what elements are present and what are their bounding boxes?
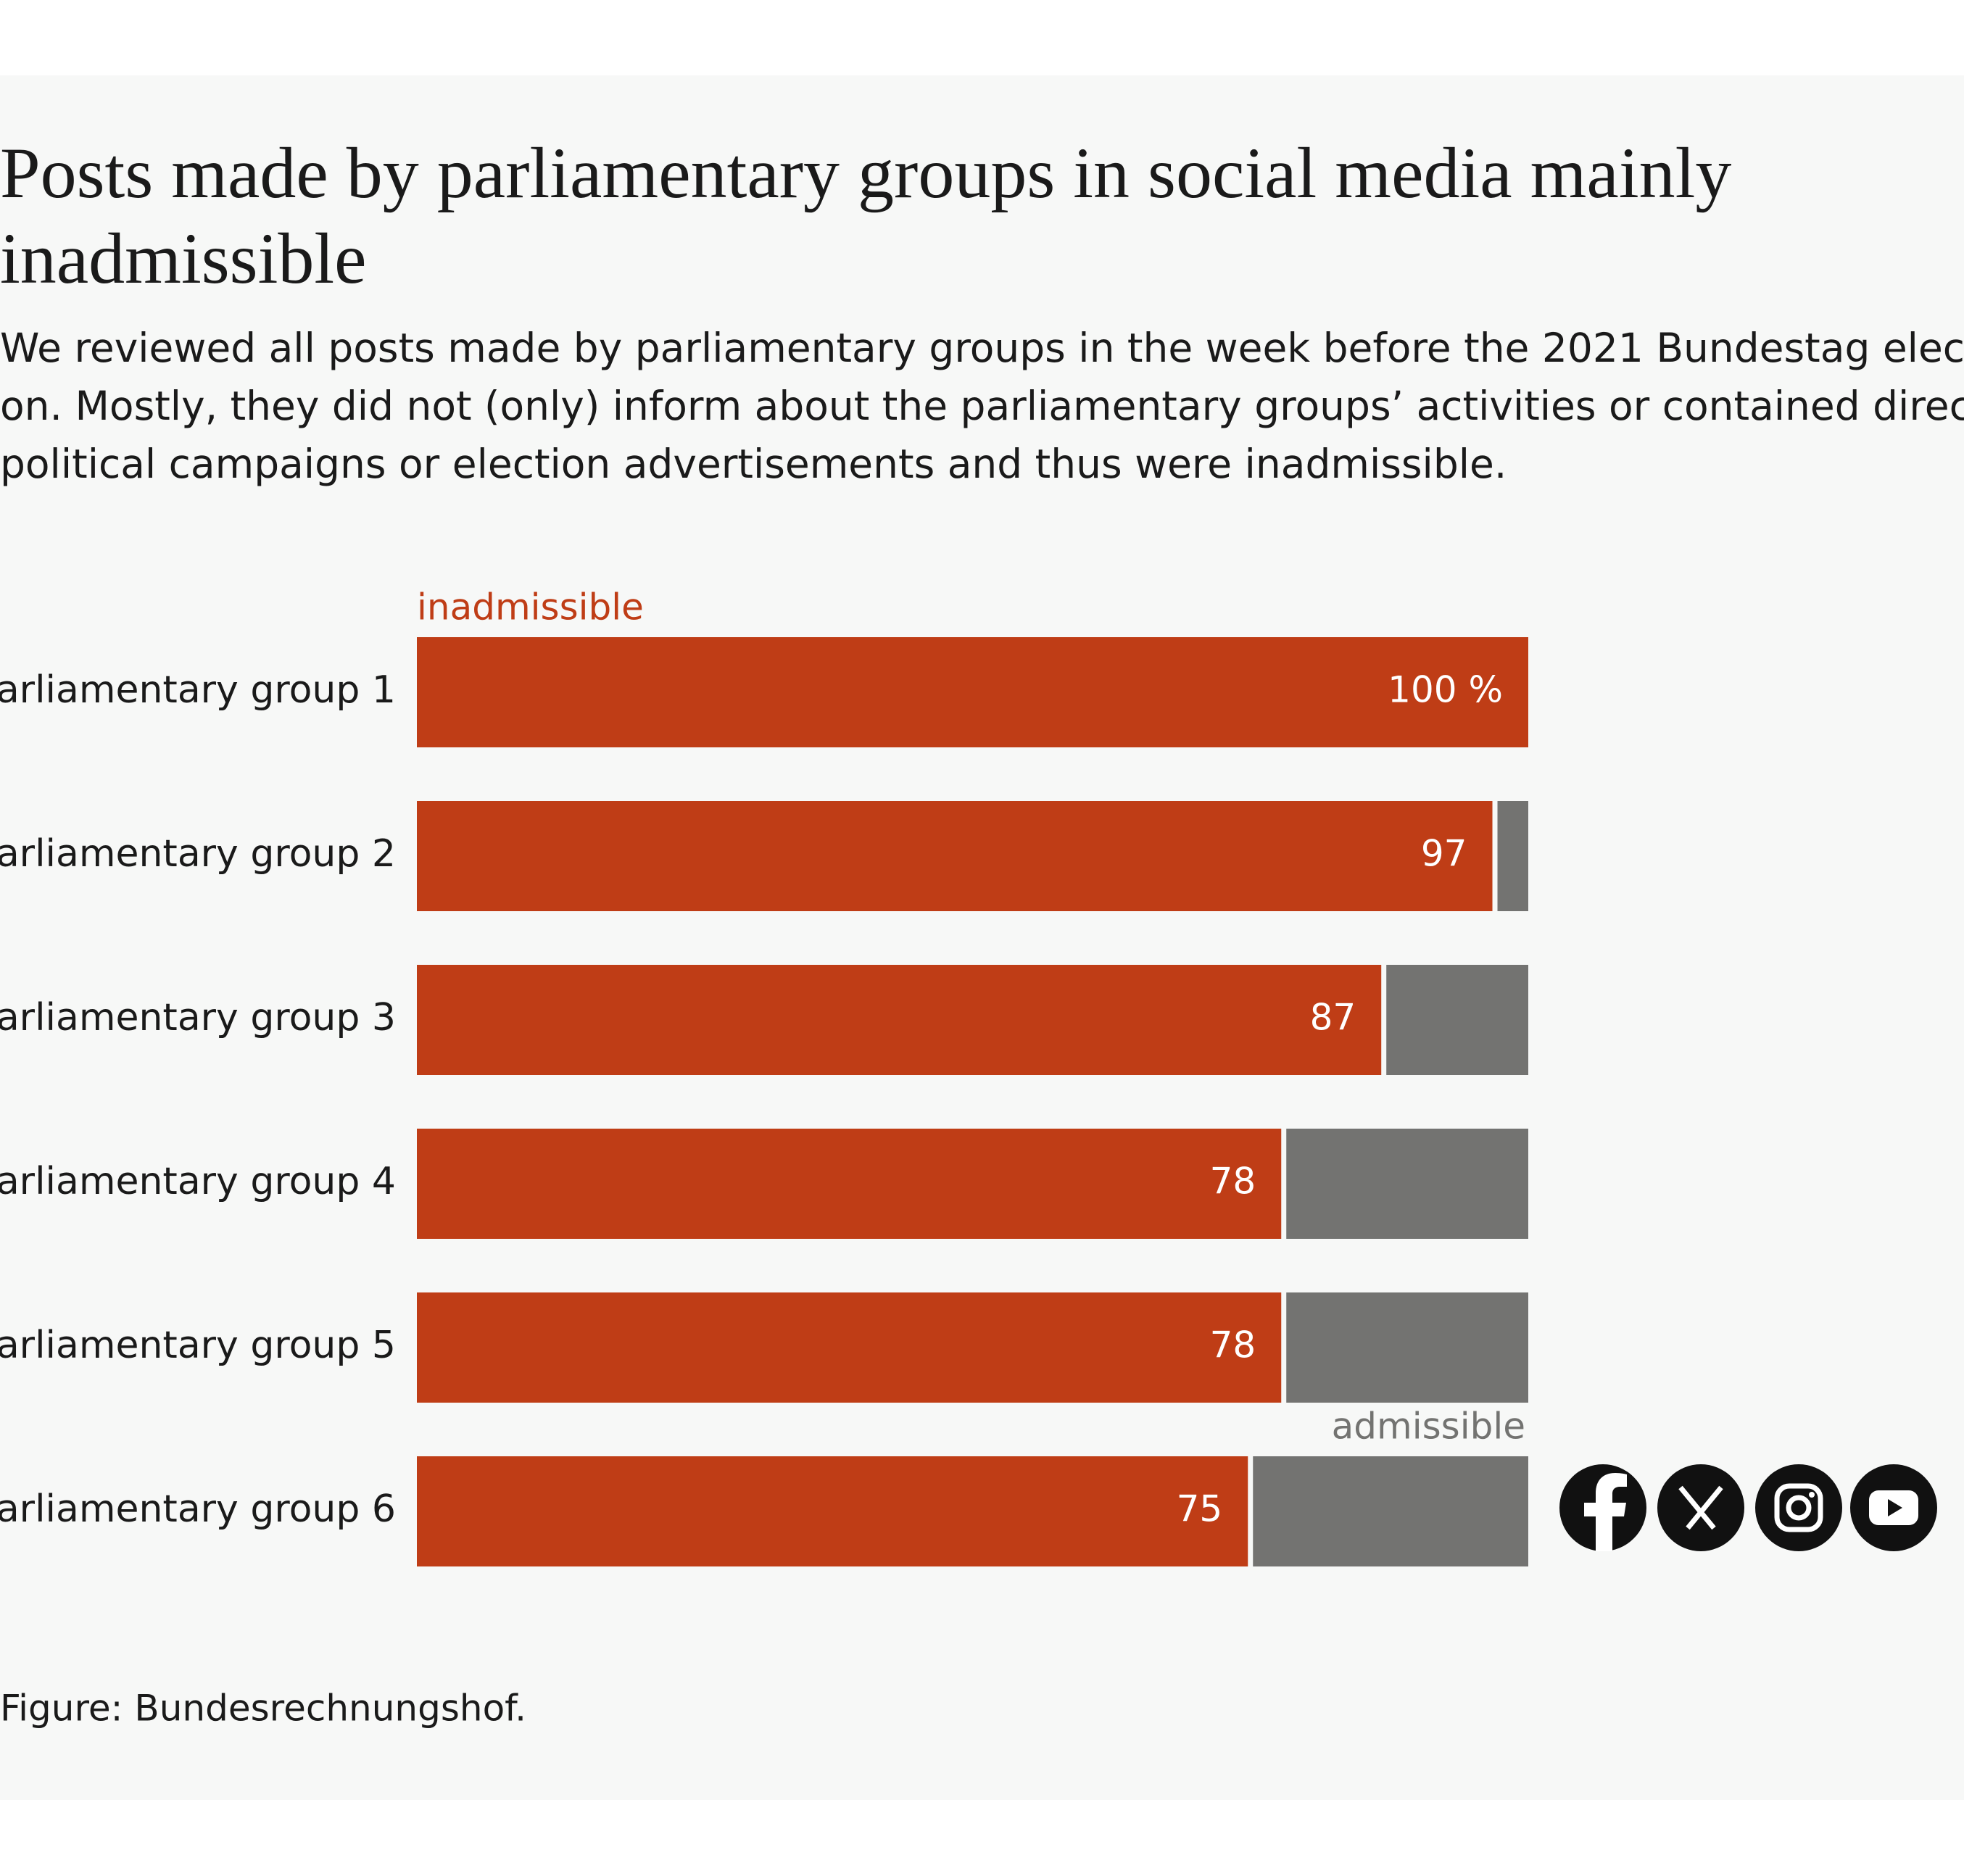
instagram-glyph <box>1774 1483 1823 1532</box>
bar-segment <box>417 1456 1248 1566</box>
bar-segment <box>1286 1129 1528 1239</box>
y-tick-label: parliamentary group 4 <box>0 1160 396 1203</box>
social-icons <box>1559 1464 1937 1551</box>
chart-title: Posts made by parliamentary groups in so… <box>0 133 1732 299</box>
subtitle: political campaigns or election advertis… <box>0 441 1507 487</box>
legend-label: admissible <box>1332 1406 1525 1448</box>
x-glyph <box>1678 1485 1723 1530</box>
instagram-lens <box>1786 1495 1812 1521</box>
subtitle: We reviewed all posts made by parliament… <box>0 325 1964 371</box>
y-tick-label: parliamentary group 5 <box>0 1324 396 1367</box>
facebook-glyph <box>1584 1473 1627 1551</box>
data-label: 100 % <box>1388 669 1503 711</box>
bar-segment <box>1286 1292 1528 1403</box>
data-label: 75 <box>1177 1488 1223 1530</box>
subtitle: on. Mostly, they did not (only) inform a… <box>0 383 1964 429</box>
legend-label: inadmissible <box>417 586 644 628</box>
bar-segment <box>1253 1456 1528 1566</box>
y-tick-label: parliamentary group 3 <box>0 996 396 1039</box>
bar-segment <box>417 637 1528 747</box>
bar-segment <box>1386 965 1528 1075</box>
data-label: 87 <box>1310 997 1356 1039</box>
bar-segment <box>1497 801 1528 911</box>
bar-segment <box>417 965 1382 1075</box>
x-icon[interactable] <box>1657 1464 1744 1551</box>
y-tick-label: parliamentary group 1 <box>0 668 396 712</box>
youtube-play <box>1888 1499 1902 1516</box>
instagram-dot <box>1809 1492 1815 1498</box>
bar-segment <box>417 1292 1282 1403</box>
instagram-icon[interactable] <box>1755 1464 1842 1551</box>
y-tick-label: parliamentary group 2 <box>0 832 396 876</box>
bar-segment <box>417 1129 1282 1239</box>
bar-segment <box>417 801 1493 911</box>
data-label: 78 <box>1210 1324 1256 1366</box>
data-label: 78 <box>1210 1161 1256 1203</box>
data-label: 97 <box>1421 833 1467 875</box>
source: Figure: Bundesrechnungshof. <box>0 1688 526 1730</box>
y-tick-label: parliamentary group 6 <box>0 1487 396 1531</box>
